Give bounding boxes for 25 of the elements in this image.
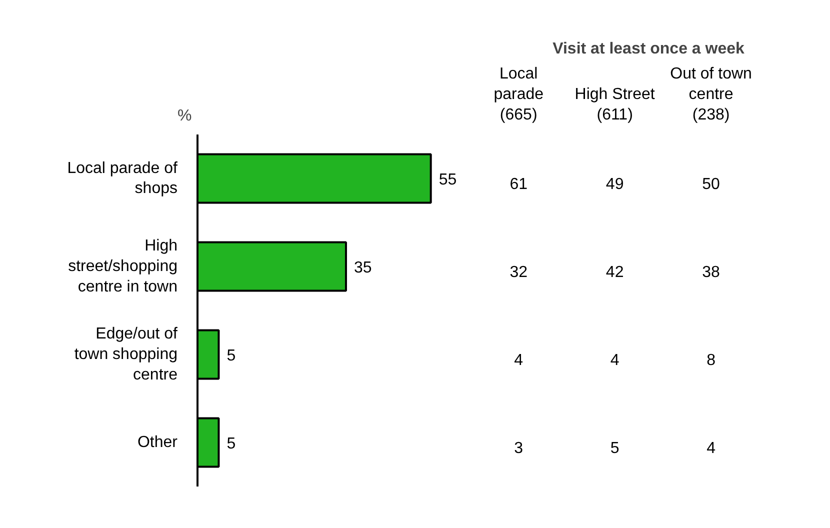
data-label: 3 <box>514 440 524 457</box>
data-label: 35 <box>354 260 372 276</box>
data-label: 8 <box>706 352 716 369</box>
y-tick-label: Other <box>137 434 178 451</box>
x-tick-label: Out of town centre (238) <box>670 66 752 124</box>
data-label: 49 <box>606 176 624 193</box>
data-label: 55 <box>438 172 457 188</box>
data-label: 50 <box>702 176 720 193</box>
chart-title: Visit at least once a week <box>552 40 745 58</box>
data-label: 4 <box>514 352 524 369</box>
x-tick-label: Local parade (665) <box>494 66 544 124</box>
data-label: 42 <box>606 264 624 281</box>
y-axis-title: % <box>178 108 192 124</box>
y-tick-label: High street/shopping centre in town <box>68 238 178 296</box>
data-label: 38 <box>702 264 720 281</box>
data-label: 4 <box>610 352 620 369</box>
data-label: 4 <box>706 440 716 457</box>
x-tick-label: High Street (611) <box>574 86 656 124</box>
data-label: 61 <box>510 176 528 193</box>
data-label: 5 <box>226 436 236 452</box>
data-label: 5 <box>610 440 620 457</box>
data-label: 5 <box>226 348 236 364</box>
y-tick-label: Edge/out of town shopping centre <box>74 326 178 384</box>
y-tick-label: Local parade of shops <box>67 160 178 198</box>
data-label: 32 <box>510 264 528 281</box>
